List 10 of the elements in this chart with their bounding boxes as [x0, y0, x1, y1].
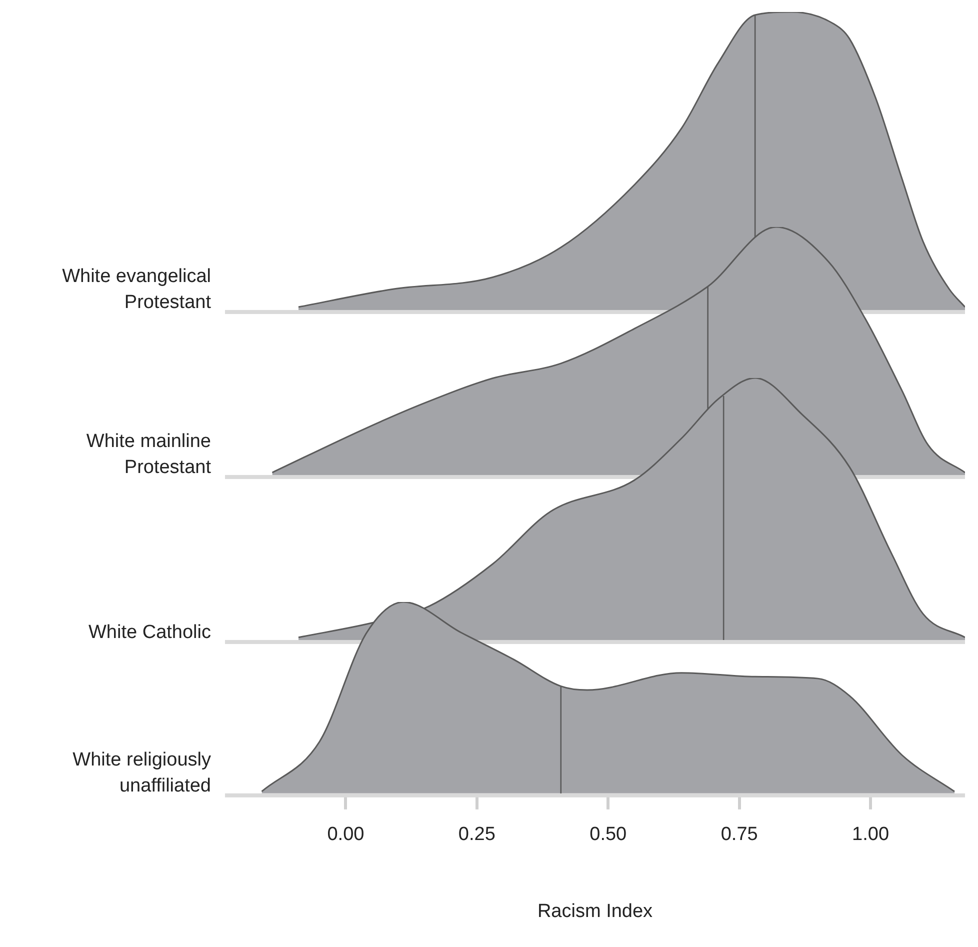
x-axis-title: Racism Index	[537, 900, 654, 922]
text: White Catholic	[88, 622, 211, 643]
x-tick-label: 0.00	[327, 824, 364, 846]
x-tick-label: 0.50	[590, 824, 627, 846]
x-tick-label: 0.25	[458, 824, 496, 846]
x-tick-label: 1.00	[852, 824, 890, 846]
text: White evangelical Protestant	[62, 266, 212, 313]
x-tick-label: 0.75	[720, 824, 758, 846]
text: White mainline Protestant	[86, 431, 212, 478]
text: White religiously unaffiliated	[72, 749, 212, 796]
